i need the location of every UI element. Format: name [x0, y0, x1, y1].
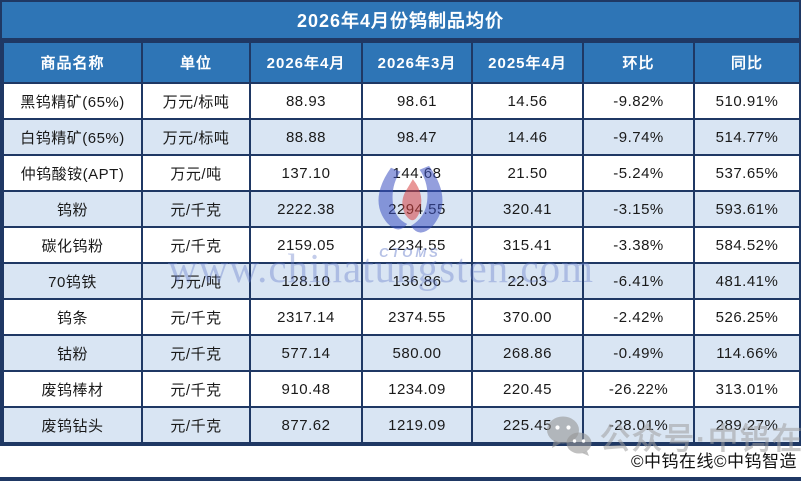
- unit-cell: 元/千克: [141, 406, 251, 444]
- product-name-cell: 黑钨精矿(65%): [2, 82, 143, 120]
- tungsten-price-table: 商品名称 单位 2026年4月 2026年3月 2025年4月 环比 同比 黑钨…: [2, 41, 801, 444]
- yoy-change-cell: 481.41%: [693, 262, 801, 300]
- price-mar-2026-cell: 2234.55: [361, 226, 473, 264]
- copyright-text: ©中钨在线©中钨智造: [630, 452, 797, 471]
- col-header-unit: 单位: [141, 41, 251, 84]
- price-apr-2025-cell: 22.03: [471, 262, 584, 300]
- mom-change-cell: -2.42%: [582, 298, 695, 336]
- price-mar-2026-cell: 98.61: [361, 82, 473, 120]
- price-apr-2025-cell: 14.56: [471, 82, 584, 120]
- unit-cell: 元/千克: [141, 226, 251, 264]
- product-name-cell: 钨条: [2, 298, 143, 336]
- yoy-change-cell: 537.65%: [693, 154, 801, 192]
- price-apr-2025-cell: 315.41: [471, 226, 584, 264]
- price-apr-2026-cell: 2222.38: [249, 190, 363, 228]
- yoy-change-cell: 584.52%: [693, 226, 801, 264]
- table-header-row: 商品名称 单位 2026年4月 2026年3月 2025年4月 环比 同比: [2, 41, 801, 84]
- price-mar-2026-cell: 2294.55: [361, 190, 473, 228]
- col-header-apr-2025: 2025年4月: [471, 41, 584, 84]
- unit-cell: 万元/吨: [141, 154, 251, 192]
- table-row: 仲钨酸铵(APT) 万元/吨 137.10 144.68 21.50 -5.24% 537.…: [2, 154, 801, 192]
- unit-cell: 元/千克: [141, 334, 251, 372]
- price-apr-2025-cell: 268.86: [471, 334, 584, 372]
- price-mar-2026-cell: 144.68: [361, 154, 473, 192]
- mom-change-cell: -3.38%: [582, 226, 695, 264]
- table-row: 钨条 元/千克 2317.14 2374.55 370.00 -2.42% 526.25%: [2, 298, 801, 336]
- price-apr-2026-cell: 128.10: [249, 262, 363, 300]
- price-apr-2026-cell: 2159.05: [249, 226, 363, 264]
- col-header-yoy-change: 同比: [693, 41, 801, 84]
- price-apr-2026-cell: 88.93: [249, 82, 363, 120]
- unit-cell: 元/千克: [141, 190, 251, 228]
- mom-change-cell: -26.22%: [582, 370, 695, 408]
- mom-change-cell: -28.01%: [582, 406, 695, 444]
- price-apr-2025-cell: 21.50: [471, 154, 584, 192]
- price-mar-2026-cell: 2374.55: [361, 298, 473, 336]
- product-name-cell: 仲钨酸铵(APT): [2, 154, 143, 192]
- product-name-cell: 白钨精矿(65%): [2, 118, 143, 156]
- col-header-mom-change: 环比: [582, 41, 695, 84]
- price-apr-2026-cell: 577.14: [249, 334, 363, 372]
- unit-cell: 元/千克: [141, 298, 251, 336]
- price-apr-2026-cell: 137.10: [249, 154, 363, 192]
- product-name-cell: 碳化钨粉: [2, 226, 143, 264]
- col-header-mar-2026: 2026年3月: [361, 41, 473, 84]
- mom-change-cell: -9.74%: [582, 118, 695, 156]
- table-title: 2026年4月份钨制品均价: [2, 2, 799, 41]
- price-mar-2026-cell: 1219.09: [361, 406, 473, 444]
- price-apr-2026-cell: 877.62: [249, 406, 363, 444]
- bottom-border-bar: [0, 477, 801, 481]
- price-apr-2026-cell: 2317.14: [249, 298, 363, 336]
- unit-cell: 万元/吨: [141, 262, 251, 300]
- table-row: 钴粉 元/千克 577.14 580.00 268.86 -0.49% 114.66%: [2, 334, 801, 372]
- yoy-change-cell: 289.27%: [693, 406, 801, 444]
- unit-cell: 元/千克: [141, 370, 251, 408]
- price-apr-2025-cell: 14.46: [471, 118, 584, 156]
- yoy-change-cell: 514.77%: [693, 118, 801, 156]
- table-row: 黑钨精矿(65%) 万元/标吨 88.93 98.61 14.56 -9.82% 510.9…: [2, 82, 801, 120]
- col-header-product-name: 商品名称: [2, 41, 143, 84]
- col-header-apr-2026: 2026年4月: [249, 41, 363, 84]
- mom-change-cell: -6.41%: [582, 262, 695, 300]
- price-apr-2025-cell: 370.00: [471, 298, 584, 336]
- price-apr-2026-cell: 88.88: [249, 118, 363, 156]
- mom-change-cell: -3.15%: [582, 190, 695, 228]
- product-name-cell: 70钨铁: [2, 262, 143, 300]
- price-mar-2026-cell: 136.86: [361, 262, 473, 300]
- table-body: 黑钨精矿(65%) 万元/标吨 88.93 98.61 14.56 -9.82% 510.9…: [2, 82, 801, 444]
- table-row: 碳化钨粉 元/千克 2159.05 2234.55 315.41 -3.38% 584.52…: [2, 226, 801, 264]
- product-name-cell: 钴粉: [2, 334, 143, 372]
- price-mar-2026-cell: 98.47: [361, 118, 473, 156]
- unit-cell: 万元/标吨: [141, 82, 251, 120]
- mom-change-cell: -5.24%: [582, 154, 695, 192]
- mom-change-cell: -0.49%: [582, 334, 695, 372]
- yoy-change-cell: 593.61%: [693, 190, 801, 228]
- price-mar-2026-cell: 1234.09: [361, 370, 473, 408]
- product-name-cell: 钨粉: [2, 190, 143, 228]
- table-container: 2026年4月份钨制品均价 商品名称 单位 2026年4月 2026年3月 20…: [0, 0, 801, 446]
- product-name-cell: 废钨棒材: [2, 370, 143, 408]
- price-apr-2025-cell: 220.45: [471, 370, 584, 408]
- yoy-change-cell: 510.91%: [693, 82, 801, 120]
- yoy-change-cell: 114.66%: [693, 334, 801, 372]
- price-mar-2026-cell: 580.00: [361, 334, 473, 372]
- table-row: 废钨钻头 元/千克 877.62 1219.09 225.45 -28.01% 289.27…: [2, 406, 801, 444]
- price-apr-2025-cell: 320.41: [471, 190, 584, 228]
- yoy-change-cell: 526.25%: [693, 298, 801, 336]
- product-name-cell: 废钨钻头: [2, 406, 143, 444]
- table-row: 70钨铁 万元/吨 128.10 136.86 22.03 -6.41% 481.41%: [2, 262, 801, 300]
- table-row: 钨粉 元/千克 2222.38 2294.55 320.41 -3.15% 593.61%: [2, 190, 801, 228]
- yoy-change-cell: 313.01%: [693, 370, 801, 408]
- unit-cell: 万元/标吨: [141, 118, 251, 156]
- table-row: 废钨棒材 元/千克 910.48 1234.09 220.45 -26.22% 313.01…: [2, 370, 801, 408]
- price-apr-2025-cell: 225.45: [471, 406, 584, 444]
- table-row: 白钨精矿(65%) 万元/标吨 88.88 98.47 14.46 -9.74% 514.7…: [2, 118, 801, 156]
- mom-change-cell: -9.82%: [582, 82, 695, 120]
- price-apr-2026-cell: 910.48: [249, 370, 363, 408]
